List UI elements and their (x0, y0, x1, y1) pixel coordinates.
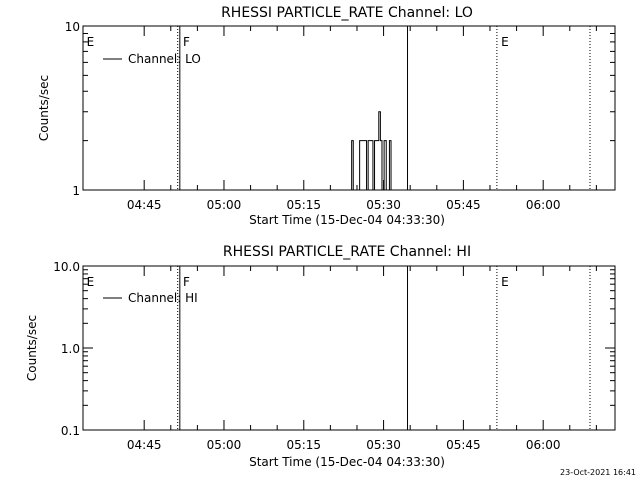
hi-y-tick-label: 1.0 (61, 342, 80, 356)
lo-legend-label: Channel: LO (128, 52, 201, 66)
hi-channel-panel: RHESSI PARTICLE_RATE Channel: HI Start T… (25, 244, 616, 469)
lo-channel-panel: RHESSI PARTICLE_RATE Channel: LO Start T… (37, 5, 616, 227)
hi-marker-annotation: F (183, 275, 190, 289)
lo-x-tick-label: 05:45 (446, 198, 481, 212)
lo-x-tick-label: 05:00 (207, 198, 242, 212)
lo-marker-annotation: E (87, 35, 95, 49)
hi-y-axis-label: Counts/sec (25, 315, 39, 381)
hi-y-tick-label: 10.0 (53, 260, 80, 274)
hi-x-tick-label: 05:45 (446, 438, 481, 452)
lo-y-tick-label: 10 (65, 20, 80, 34)
lo-x-tick-label: 05:15 (286, 198, 321, 212)
hi-y-tick-label: 0.1 (61, 424, 80, 438)
lo-x-axis-label: Start Time (15-Dec-04 04:33:30) (249, 213, 445, 227)
hi-x-tick-label: 06:00 (526, 438, 561, 452)
plot-timestamp: 23-Oct-2021 16:41 (560, 468, 636, 477)
hi-x-tick-label: 04:45 (127, 438, 162, 452)
lo-plot-frame (82, 25, 616, 191)
lo-marker-annotation: F (183, 35, 190, 49)
lo-x-tick-label: 05:30 (366, 198, 401, 212)
lo-x-tick-label: 06:00 (526, 198, 561, 212)
lo-y-axis-label: Counts/sec (37, 75, 51, 141)
hi-x-tick-label: 05:30 (366, 438, 401, 452)
hi-x-axis-label: Start Time (15-Dec-04 04:33:30) (249, 455, 445, 469)
hi-marker-annotation: E (501, 275, 509, 289)
lo-x-tick-label: 04:45 (127, 198, 162, 212)
hi-x-tick-label: 05:15 (286, 438, 321, 452)
lo-series-line (350, 111, 395, 191)
lo-marker-annotation: E (501, 35, 509, 49)
hi-marker-annotation: E (87, 275, 95, 289)
hi-legend-label: Channel: HI (128, 291, 198, 305)
hi-x-tick-label: 05:00 (207, 438, 242, 452)
lo-y-tick-label: 1 (72, 184, 80, 198)
hi-chart-title: RHESSI PARTICLE_RATE Channel: HI (223, 244, 471, 260)
lo-chart-title: RHESSI PARTICLE_RATE Channel: LO (221, 5, 473, 21)
